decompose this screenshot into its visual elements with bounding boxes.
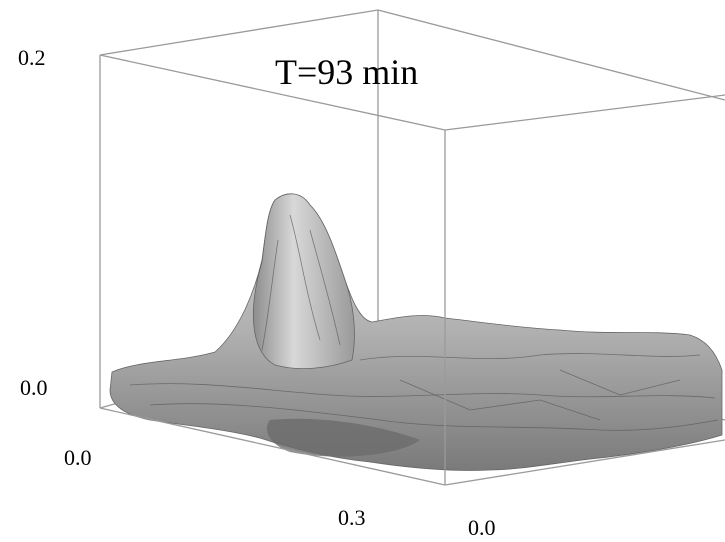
z-bottom-label: 0.0 xyxy=(20,375,48,400)
figure: T=93 min 0.2 0.0 0.0 0.3 0.0 xyxy=(0,0,725,542)
isosurface xyxy=(110,194,722,471)
x-end-label: 0.3 xyxy=(338,505,366,530)
x-start-label: 0.0 xyxy=(64,445,92,470)
z-top-label: 0.2 xyxy=(18,45,46,70)
title: T=93 min xyxy=(275,52,418,92)
y-start-label: 0.0 xyxy=(468,515,496,540)
